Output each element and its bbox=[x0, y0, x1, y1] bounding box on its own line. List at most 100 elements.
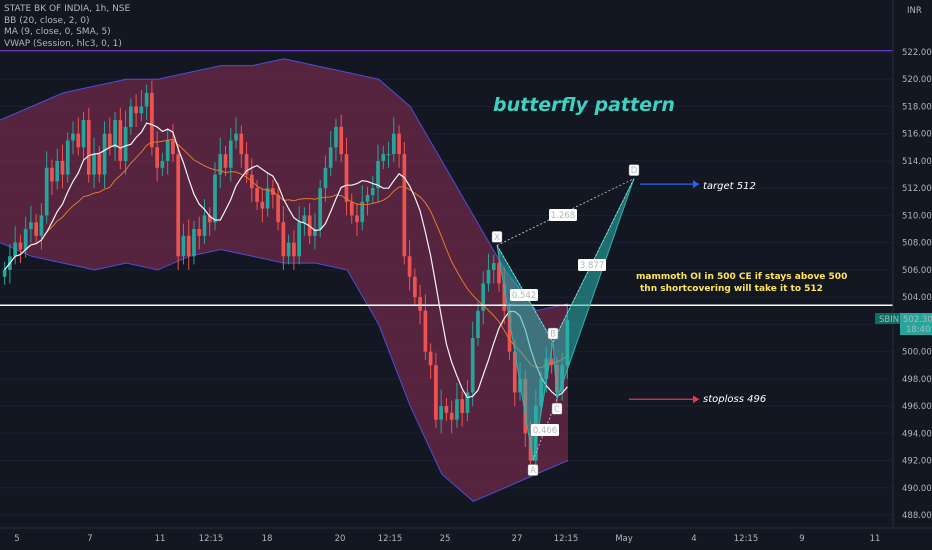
target-label[interactable]: target 512 bbox=[703, 181, 756, 192]
price-tick-label: 520.00 bbox=[902, 75, 932, 85]
pattern-point-box bbox=[527, 464, 539, 476]
candle-body bbox=[50, 167, 54, 182]
candle-body bbox=[202, 215, 207, 236]
horizontal-lines[interactable] bbox=[0, 50, 893, 307]
price-tick-label: 490.00 bbox=[902, 484, 932, 494]
pattern-ratio-box bbox=[578, 259, 606, 271]
candle-body bbox=[239, 133, 244, 155]
candle-body bbox=[423, 310, 428, 352]
candle-body bbox=[334, 126, 338, 148]
candle-body bbox=[439, 406, 443, 420]
pattern-point-label: D bbox=[631, 166, 638, 176]
time-axis[interactable]: 5 7 11 12:15 18 20 12:15 25 27 12:15 May 4 12:15 9 11 bbox=[0, 527, 932, 544]
candle-body bbox=[118, 120, 123, 161]
symbol-title[interactable]: STATE BK OF INDIA, 1h, NSE bbox=[4, 4, 131, 14]
price-tick-label: 498.00 bbox=[902, 375, 932, 385]
price-tick-label: 514.00 bbox=[902, 157, 932, 167]
indicator-lines bbox=[4, 122, 568, 399]
time-tick-label: 12:15 bbox=[734, 534, 759, 544]
candle-body bbox=[160, 160, 165, 168]
candle-body bbox=[339, 126, 344, 155]
pattern-point-label: C bbox=[554, 405, 560, 415]
candle-body bbox=[349, 201, 354, 216]
bollinger-fill bbox=[0, 58, 568, 502]
candle-body bbox=[113, 120, 117, 148]
candle-body bbox=[434, 365, 438, 420]
candle-body bbox=[507, 310, 512, 352]
candle-body bbox=[244, 154, 249, 175]
candle-body bbox=[39, 215, 44, 236]
candle-body bbox=[365, 194, 370, 202]
indicator-bb[interactable]: BB (20, close, 2, 0) bbox=[4, 15, 90, 26]
candle-body bbox=[123, 126, 128, 161]
chart-legend[interactable]: STATE BK OF INDIA, 1h, NSE BB (20, close… bbox=[4, 4, 130, 50]
pattern-ratio-box bbox=[531, 424, 559, 436]
candle-body bbox=[234, 133, 238, 141]
candle-body bbox=[486, 269, 491, 284]
pattern-point-label: X bbox=[494, 233, 500, 243]
candle-body bbox=[155, 147, 159, 168]
indicator-ma[interactable]: MA (9, close, 0, SMA, 5) bbox=[4, 27, 111, 37]
price-tick-label: 508.00 bbox=[902, 239, 932, 249]
butterfly-pattern-drawing[interactable]: X A B C D 0.542 0.466 1.268 3.877 bbox=[491, 164, 699, 476]
price-tick-label: 506.00 bbox=[902, 266, 932, 276]
time-tick-label: 25 bbox=[440, 534, 451, 544]
candles bbox=[2, 80, 570, 475]
currency-label: INR bbox=[907, 6, 922, 16]
candle-body bbox=[512, 351, 517, 393]
candle-body bbox=[213, 174, 217, 223]
pattern-title[interactable]: butterfly pattern bbox=[493, 94, 675, 116]
oi-note-line2[interactable]: thn shortcovering will take it to 512 bbox=[640, 284, 823, 294]
candle-body bbox=[13, 242, 17, 257]
candle-body bbox=[86, 120, 91, 175]
price-tick-label: 494.00 bbox=[902, 429, 932, 439]
candle-body bbox=[255, 188, 259, 202]
pattern-ratio-label: 0.466 bbox=[533, 426, 557, 436]
candle-body bbox=[381, 154, 386, 161]
pattern-ratio-box bbox=[510, 289, 538, 301]
candle-body bbox=[260, 201, 265, 209]
candle-body bbox=[150, 92, 154, 148]
candle-body bbox=[34, 222, 39, 236]
price-tick-label: 510.00 bbox=[902, 211, 932, 221]
candle-body bbox=[302, 215, 307, 223]
indicator-vwap[interactable]: VWAP (Session, hlc3, 0, 1) bbox=[4, 38, 122, 49]
pattern-point-box bbox=[491, 231, 503, 243]
time-tick-label: 5 bbox=[14, 534, 19, 544]
candle-body bbox=[92, 154, 96, 175]
candle-body bbox=[313, 229, 317, 236]
candle-body bbox=[129, 106, 133, 127]
candle-body bbox=[376, 160, 380, 189]
time-tick-label: 12:15 bbox=[199, 534, 224, 544]
candle-body bbox=[81, 120, 86, 148]
stoploss-label[interactable]: stoploss 496 bbox=[703, 394, 766, 405]
price-tick-label: 512.00 bbox=[902, 184, 932, 194]
candle-body bbox=[481, 283, 486, 311]
candle-body bbox=[18, 242, 23, 250]
candle-body bbox=[418, 297, 422, 311]
candle-body bbox=[292, 242, 296, 257]
time-tick-label: 9 bbox=[799, 534, 804, 544]
candle-body bbox=[197, 229, 202, 236]
pattern-point-box bbox=[628, 164, 640, 176]
price-tick-label: 522.00 bbox=[902, 48, 932, 58]
candle-body bbox=[55, 160, 60, 182]
oi-note-line1[interactable]: mammoth OI in 500 CE if stays above 500 bbox=[636, 272, 847, 282]
candle-body bbox=[386, 154, 391, 156]
candle-body bbox=[549, 358, 554, 366]
pattern-point-label: A bbox=[530, 466, 536, 476]
candle-body bbox=[328, 147, 333, 168]
candle-body bbox=[181, 235, 186, 257]
candle-body bbox=[391, 133, 396, 155]
price-tick-label: 518.00 bbox=[902, 102, 932, 112]
candle-body bbox=[102, 133, 107, 175]
symbol-badge-text: SBIN bbox=[879, 315, 899, 325]
time-tick-label: 18 bbox=[262, 534, 273, 544]
price-tick-label: 496.00 bbox=[902, 402, 932, 412]
candle-body bbox=[107, 133, 112, 148]
symbol-badge bbox=[875, 313, 907, 324]
candle-body bbox=[455, 399, 459, 420]
pattern-ratio-label: 3.877 bbox=[580, 261, 604, 271]
candle-body bbox=[218, 154, 223, 175]
